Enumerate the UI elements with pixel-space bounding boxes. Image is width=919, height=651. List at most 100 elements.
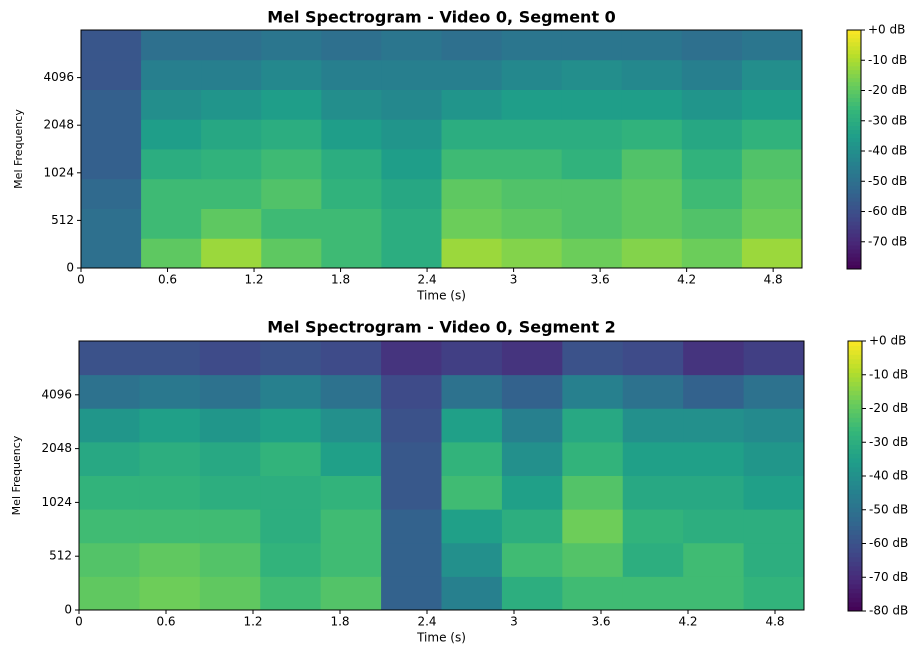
heatmap-cell — [743, 374, 805, 409]
x-tick-label: 0.6 — [158, 273, 177, 287]
heatmap-cell — [201, 149, 262, 180]
colorbar-segment — [848, 593, 862, 598]
heatmap-cell — [381, 374, 442, 409]
colorbar-segment — [847, 213, 861, 218]
colorbar-segment — [848, 449, 862, 454]
colorbar-segment — [847, 69, 861, 75]
colorbar-segment — [848, 498, 862, 504]
y-axis-label: Mel Frequency — [10, 435, 23, 515]
heatmap-cell — [381, 208, 442, 239]
colorbar-tick-label: -60 dB — [869, 536, 908, 550]
heatmap-cell — [681, 208, 743, 239]
colorbar-segment — [847, 93, 861, 99]
colorbar-segment — [847, 205, 861, 210]
heatmap-cell — [501, 374, 563, 409]
colorbar-segment — [848, 566, 862, 571]
heatmap-cell — [201, 119, 262, 150]
heatmap-cell — [139, 374, 201, 409]
x-tick-label: 0 — [75, 615, 83, 629]
x-tick-label: 4.8 — [764, 273, 783, 287]
colorbar-segment — [847, 157, 861, 162]
heatmap-cell — [199, 341, 261, 376]
heatmap-cell — [199, 441, 261, 476]
heatmap-cell — [260, 408, 322, 443]
heatmap-cell — [741, 119, 803, 150]
heatmap-cell — [261, 208, 322, 239]
heatmap-cell — [320, 576, 382, 611]
heatmap-cell — [621, 149, 683, 180]
colorbar-segment — [848, 377, 862, 382]
heatmap-cell — [441, 441, 503, 476]
colorbar-segment — [848, 413, 862, 418]
heatmap-cell — [501, 119, 563, 150]
heatmap-cell — [683, 341, 745, 376]
heatmap-cell — [79, 408, 140, 443]
colorbar-tick-label: +0 dB — [869, 334, 906, 348]
heatmap-cell — [741, 59, 803, 90]
heatmap-cell — [139, 341, 201, 376]
colorbar-segment — [848, 471, 862, 477]
heatmap-cell — [743, 509, 805, 544]
heatmap-cell — [621, 119, 683, 150]
heatmap-cell — [201, 30, 262, 61]
heatmap-cell — [501, 59, 563, 90]
x-tick-label: 1.8 — [331, 273, 350, 287]
heatmap-cell — [320, 374, 382, 409]
colorbar-tick-label: -20 dB — [869, 401, 908, 415]
heatmap-cell — [501, 238, 563, 269]
heatmap-cell — [743, 408, 805, 443]
heatmap-cell — [621, 30, 683, 61]
colorbar-segment — [847, 53, 861, 59]
heatmap-cell — [79, 341, 140, 376]
colorbar-segment — [847, 73, 861, 79]
heatmap-cell — [260, 542, 322, 577]
heatmap-cell — [261, 238, 322, 269]
heatmap-cell — [561, 59, 623, 90]
heatmap-cell — [441, 208, 503, 239]
colorbar-segment — [847, 45, 861, 51]
colorbar-segment — [847, 169, 861, 174]
colorbar-segment — [848, 363, 862, 369]
x-tick-label: 4.8 — [765, 615, 784, 629]
heatmap-cell — [561, 30, 623, 61]
heatmap-cell — [260, 374, 322, 409]
colorbar-segment — [847, 41, 861, 47]
colorbar-segment — [847, 61, 861, 67]
colorbar-segment — [848, 368, 862, 373]
heatmap-cell — [681, 149, 743, 180]
colorbar-tick-label: -30 dB — [869, 435, 908, 449]
heatmap-cell — [683, 475, 745, 510]
heatmap-cell — [561, 208, 623, 239]
heatmap-cell — [562, 441, 624, 476]
heatmap-cell — [260, 341, 322, 376]
heatmap-cell — [381, 341, 442, 376]
heatmap-cell — [199, 576, 261, 611]
heatmap-cell — [621, 178, 683, 209]
heatmap-cell — [321, 149, 382, 180]
heatmap-cell — [320, 542, 382, 577]
heatmap-cell — [743, 576, 805, 611]
colorbar-tick-label: -40 dB — [868, 144, 907, 158]
heatmap-cell — [199, 509, 261, 544]
heatmap-cell — [562, 475, 624, 510]
heatmap-cell — [743, 441, 805, 476]
colorbar-tick-label: -50 dB — [868, 174, 907, 188]
heatmap-cell — [79, 475, 140, 510]
colorbar-tick-label: -10 dB — [868, 53, 907, 67]
heatmap-cell — [139, 475, 201, 510]
heatmap-cell — [501, 89, 563, 120]
heatmap-cell — [320, 441, 382, 476]
heatmap-cell — [621, 59, 683, 90]
heatmap-cell — [381, 509, 442, 544]
colorbar-segment — [847, 201, 861, 206]
colorbar-segment — [847, 109, 861, 115]
x-axis-label: Time (s) — [416, 631, 466, 645]
heatmap-cell — [320, 475, 382, 510]
heatmap-cell — [261, 89, 322, 120]
colorbar-segment — [847, 101, 861, 107]
heatmap-cell — [139, 408, 201, 443]
heatmap-cell — [139, 576, 201, 611]
x-tick-label: 0 — [77, 273, 85, 287]
colorbar-segment — [848, 354, 862, 360]
colorbar-segment — [847, 77, 861, 83]
